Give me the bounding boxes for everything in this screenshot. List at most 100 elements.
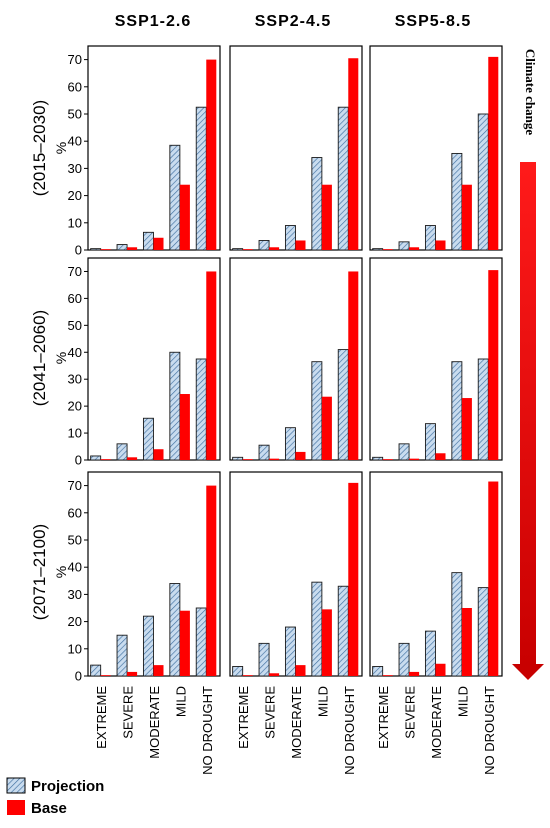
- bar-projection-severe: [258, 240, 270, 251]
- bar-projection-severe: [116, 634, 128, 677]
- bar-base-moderate: [295, 240, 306, 250]
- bar-base-no-drought: [206, 485, 217, 676]
- bar-base-moderate: [153, 665, 164, 676]
- bar-base-extreme: [382, 675, 393, 676]
- bar-projection-extreme: [372, 666, 384, 677]
- row-titles: (2015–2030) (2041–2060) (2071–2100) % % …: [30, 100, 69, 620]
- panel-ssp5-8-5-2071-2100: [369, 471, 503, 677]
- bar-base-no-drought: [488, 56, 499, 250]
- column-title-ssp585: SSP5-8.5: [395, 13, 471, 30]
- bar-projection-severe: [258, 642, 270, 677]
- bar-base-extreme: [242, 675, 253, 676]
- category-label-no-drought: NO DROUGHT: [342, 686, 357, 775]
- y-tick-label: 60: [68, 505, 82, 520]
- bar-projection-extreme: [90, 664, 102, 677]
- y-tick-label: 20: [68, 614, 82, 629]
- category-label-extreme: EXTREME: [376, 686, 391, 749]
- y-tick-label: 50: [68, 318, 82, 333]
- panel-ssp5-8-5-2041-2060: [369, 257, 503, 461]
- bar-projection-mild: [311, 157, 323, 251]
- bar-projection-no-drought: [477, 113, 489, 251]
- bar-projection-moderate: [284, 225, 296, 251]
- bar-base-extreme: [382, 249, 393, 250]
- category-label-severe: SEVERE: [263, 686, 278, 739]
- bar-projection-severe: [116, 443, 128, 461]
- legend-swatch-base: [7, 800, 25, 815]
- y-unit-row-1: %: [53, 142, 69, 154]
- y-tick-label: 50: [68, 533, 82, 548]
- y-tick-label: 30: [68, 587, 82, 602]
- column-titles: SSP1-2.6 SSP2-4.5 SSP5-8.5: [115, 13, 471, 30]
- bar-projection-mild: [169, 583, 181, 677]
- bar-projection-moderate: [284, 427, 296, 461]
- bar-projection-severe: [398, 241, 410, 251]
- bar-projection-extreme: [90, 248, 102, 251]
- bar-projection-extreme: [90, 455, 102, 461]
- panel-ssp1-2-6-2071-2100: 0 10 20 30 40 50 60 70: [68, 471, 221, 684]
- bar-base-no-drought: [348, 271, 359, 460]
- y-tick-label: 0: [75, 243, 82, 258]
- bar-projection-moderate: [142, 615, 154, 677]
- legend-label-projection: Projection: [31, 778, 104, 795]
- y-tick-label: 40: [68, 345, 82, 360]
- bar-projection-mild: [451, 152, 463, 251]
- y-tick-label: 20: [68, 188, 82, 203]
- bar-projection-moderate: [142, 417, 154, 461]
- bar-projection-mild: [311, 361, 323, 461]
- bar-base-moderate: [435, 453, 446, 460]
- bar-base-mild: [179, 610, 190, 676]
- bar-base-extreme: [382, 459, 393, 460]
- bar-base-mild: [179, 394, 190, 460]
- category-label-severe: SEVERE: [121, 686, 136, 739]
- bar-base-severe: [409, 458, 420, 460]
- bar-base-no-drought: [348, 482, 359, 676]
- bar-base-severe: [409, 247, 420, 250]
- bar-projection-moderate: [142, 231, 154, 251]
- arrow-head: [512, 664, 544, 680]
- category-label-mild: MILD: [315, 686, 330, 717]
- bar-projection-moderate: [284, 626, 296, 677]
- category-label-moderate: MODERATE: [289, 686, 304, 759]
- bar-base-severe: [127, 247, 138, 250]
- bar-base-severe: [269, 247, 280, 250]
- y-tick-label: 50: [68, 107, 82, 122]
- panel-ssp1-2-6-2015-2030: 0 10 20 30 40 50 60 70: [68, 45, 221, 258]
- y-tick-label: 20: [68, 399, 82, 414]
- bar-base-moderate: [295, 451, 306, 460]
- panel-ssp2-4-5-2071-2100: [229, 471, 363, 677]
- bar-projection-severe: [116, 244, 128, 251]
- legend-label-base: Base: [31, 800, 67, 817]
- bar-base-no-drought: [206, 59, 217, 250]
- bar-projection-no-drought: [337, 349, 349, 461]
- bar-base-moderate: [295, 665, 306, 676]
- y-tick-label: 10: [68, 641, 82, 656]
- bar-projection-no-drought: [195, 358, 207, 461]
- y-tick-label: 10: [68, 426, 82, 441]
- column-title-ssp245: SSP2-4.5: [255, 13, 331, 30]
- panel-ssp1-2-6-2041-2060: 0 10 20 30 40 50 60 70: [68, 257, 221, 468]
- bar-base-moderate: [153, 449, 164, 460]
- bar-base-extreme: [242, 249, 253, 250]
- bar-base-severe: [127, 671, 138, 676]
- bar-base-mild: [461, 608, 472, 676]
- bar-projection-extreme: [372, 248, 384, 251]
- bar-projection-mild: [311, 581, 323, 677]
- y-tick-label: 70: [68, 52, 82, 67]
- legend: Projection Base: [6, 777, 104, 817]
- bar-base-moderate: [153, 237, 164, 250]
- y-unit-row-3: %: [53, 566, 69, 578]
- y-tick-label: 0: [75, 669, 82, 684]
- legend-swatch-projection: [6, 777, 26, 794]
- category-label-moderate: MODERATE: [429, 686, 444, 759]
- panel-grid: 0 10 20 30 40 50 60 70 0 10 20 30 40 50 60 70 0 10 20 30 40 5…: [68, 45, 503, 684]
- bar-base-mild: [461, 184, 472, 250]
- y-tick-label: 60: [68, 79, 82, 94]
- bar-projection-no-drought: [195, 607, 207, 677]
- bar-projection-mild: [451, 572, 463, 677]
- bar-projection-extreme: [372, 456, 384, 461]
- bar-projection-severe: [258, 444, 270, 461]
- bar-projection-no-drought: [477, 587, 489, 677]
- y-tick-label: 30: [68, 161, 82, 176]
- bar-base-extreme: [100, 459, 111, 460]
